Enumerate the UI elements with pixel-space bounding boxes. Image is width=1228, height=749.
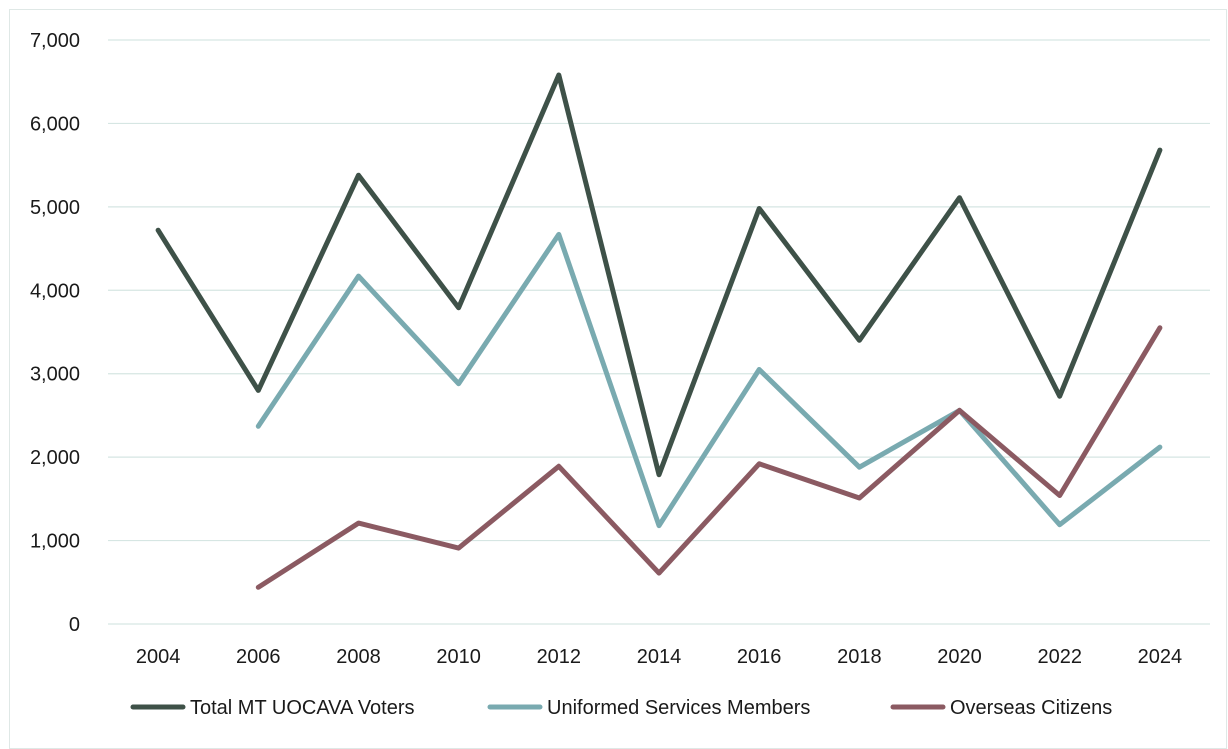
y-tick-label: 7,000 <box>30 30 80 52</box>
x-tick-label: 2018 <box>837 646 882 668</box>
x-tick-label: 2012 <box>537 646 582 668</box>
y-tick-label: 4,000 <box>30 280 80 302</box>
x-tick-label: 2006 <box>236 646 281 668</box>
y-tick-label: 1,000 <box>30 531 80 553</box>
legend-label: Total MT UOCAVA Voters <box>190 697 415 719</box>
y-tick-label: 6,000 <box>30 113 80 135</box>
y-tick-label: 5,000 <box>30 197 80 219</box>
x-tick-label: 2010 <box>436 646 481 668</box>
y-tick-label: 0 <box>69 614 80 636</box>
legend: Total MT UOCAVA Voters Uniformed Services… <box>130 697 1112 719</box>
x-tick-label: 2020 <box>937 646 982 668</box>
x-axis-tick-labels: 2004 2006 2008 2010 2012 2014 2016 2018 2020 2022… <box>136 646 1182 668</box>
x-tick-label: 2024 <box>1138 646 1183 668</box>
x-tick-label: 2016 <box>737 646 782 668</box>
x-tick-label: 2022 <box>1037 646 1082 668</box>
series-line-1 <box>155 72 1163 478</box>
y-axis-tick-labels: 0 1,000 2,000 3,000 4,000 5,000 6,000 7,000 <box>30 30 80 636</box>
gridlines <box>108 39 1210 625</box>
chart-frame <box>9 9 1227 749</box>
series-line-3 <box>255 325 1163 590</box>
x-tick-label: 2014 <box>637 646 682 668</box>
y-tick-label: 2,000 <box>30 447 80 469</box>
x-tick-label: 2008 <box>336 646 381 668</box>
series-lines <box>155 72 1163 590</box>
x-tick-label: 2004 <box>136 646 181 668</box>
series-line-2 <box>255 231 1163 529</box>
y-tick-label: 3,000 <box>30 364 80 386</box>
legend-label: Uniformed Services Members <box>547 697 810 719</box>
legend-label: Overseas Citizens <box>950 697 1112 719</box>
